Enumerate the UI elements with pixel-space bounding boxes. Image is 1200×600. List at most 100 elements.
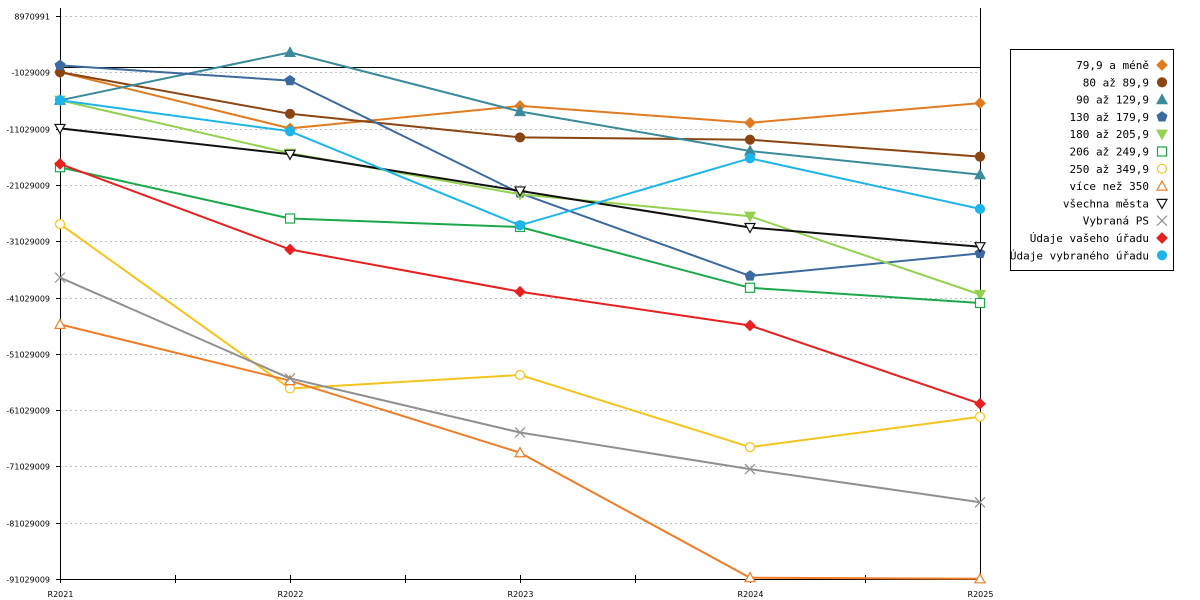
data-point: [513, 186, 527, 198]
legend-marker: [1155, 179, 1169, 191]
series-7: [53, 318, 987, 584]
legend-label: Vybraná PS: [1083, 215, 1149, 228]
data-point: [743, 222, 757, 234]
data-point: [284, 126, 296, 137]
data-point: [744, 463, 756, 475]
y-tick-label: -91029009: [6, 576, 50, 585]
data-point: [974, 411, 986, 422]
data-point: [974, 397, 986, 410]
data-point: [284, 74, 296, 86]
legend-label: Údaje vašeho úřadu: [1030, 232, 1149, 245]
data-point: [54, 272, 66, 284]
data-point: [744, 319, 756, 332]
y-tick-label: -1029009: [11, 69, 50, 78]
series-line: [59, 223, 981, 449]
data-point: [514, 220, 526, 231]
y-tick-label: -11029009: [6, 126, 50, 135]
legend-label: 90 až 129,9: [1076, 94, 1149, 107]
legend-label: 206 až 249,9: [1070, 146, 1149, 159]
y-tick-label: -21029009: [6, 182, 50, 191]
legend-marker: [1156, 232, 1168, 244]
legend-item: 180 až 205,9: [1070, 128, 1169, 141]
data-point: [513, 446, 527, 458]
legend-label: 250 až 349,9: [1070, 163, 1149, 176]
legend-label: všechna města: [1063, 197, 1149, 210]
legend-marker: [1156, 59, 1168, 71]
x-tick-label: R2025: [968, 590, 994, 599]
x-tick-label: R2023: [508, 590, 534, 599]
data-point: [284, 383, 296, 394]
legend-item: všechna města: [1063, 197, 1169, 210]
data-point: [744, 134, 756, 145]
y-tick-label: -61029009: [6, 407, 50, 416]
legend-item: 80 až 89,9: [1083, 76, 1168, 89]
legend-item: 250 až 349,9: [1070, 163, 1168, 176]
legend-label: 80 až 89,9: [1083, 76, 1149, 89]
legend-marker: [1156, 215, 1168, 227]
data-point: [54, 158, 66, 170]
y-tick-label: 8970991: [14, 13, 50, 22]
data-point: [284, 213, 296, 224]
legend-item: 130 až 179,9: [1070, 111, 1168, 124]
series-9: [54, 272, 986, 508]
data-point: [974, 297, 986, 309]
data-point: [514, 427, 526, 438]
data-point: [514, 369, 526, 381]
legend-label: 180 až 205,9: [1070, 128, 1149, 141]
legend-marker: [1156, 111, 1168, 122]
data-point: [514, 132, 526, 143]
data-point: [283, 46, 297, 58]
series-0: [54, 66, 986, 135]
data-point: [974, 247, 986, 259]
data-point: [974, 97, 986, 109]
data-point: [743, 571, 757, 583]
data-point: [744, 282, 756, 293]
legend-marker: [1155, 93, 1169, 105]
legend-item: 206 až 249,9: [1070, 146, 1168, 159]
axes: 8970991 -1029009 -11029009 -21029009 -310290…: [6, 8, 993, 599]
data-point: [53, 318, 67, 329]
legend-label: Údaje vybraného úřadu: [1010, 249, 1149, 262]
series-8: [53, 123, 987, 253]
data-point: [54, 59, 66, 71]
data-point: [54, 95, 66, 106]
data-point: [54, 219, 66, 230]
series-6: [54, 219, 986, 453]
data-point: [973, 242, 987, 253]
data-point: [284, 243, 296, 256]
data-point: [53, 123, 67, 135]
legend-marker: [1155, 129, 1169, 141]
y-tick-label: -81029009: [6, 520, 50, 529]
series-11: [54, 95, 986, 231]
series-line: [59, 276, 981, 504]
legend-marker: [1156, 163, 1168, 174]
y-tick-label: -71029009: [6, 463, 50, 472]
data-point: [974, 496, 986, 508]
legend-item: více než 350: [1070, 179, 1169, 193]
data-point: [743, 211, 757, 223]
legend-marker: [1155, 198, 1169, 210]
legend-label: více než 350: [1070, 180, 1149, 193]
legend-item: Údaje vybraného úřadu: [1010, 249, 1168, 262]
legend-item: Vybraná PS: [1083, 215, 1168, 228]
y-tick-label: -31029009: [6, 238, 50, 247]
series-layer: [53, 46, 987, 584]
legend-box: [1010, 49, 1174, 271]
data-point: [283, 149, 297, 161]
x-tick-label: R2024: [738, 590, 764, 599]
data-point: [284, 372, 296, 384]
series-line: [59, 99, 981, 227]
legend-label: 79,9 a méně: [1076, 59, 1149, 72]
x-tick-label: R2022: [278, 590, 304, 599]
data-point: [744, 270, 756, 281]
data-point: [973, 572, 987, 584]
data-point: [973, 168, 987, 180]
y-tick-label: -51029009: [6, 351, 50, 360]
legend: 79,9 a méně 80 až 89,9 90 až 129,9 130 až 1…: [1010, 49, 1174, 271]
legend-item: 90 až 129,9: [1076, 93, 1169, 107]
data-point: [284, 108, 296, 119]
data-point: [974, 203, 986, 215]
data-point: [744, 153, 756, 164]
data-point: [513, 105, 527, 117]
